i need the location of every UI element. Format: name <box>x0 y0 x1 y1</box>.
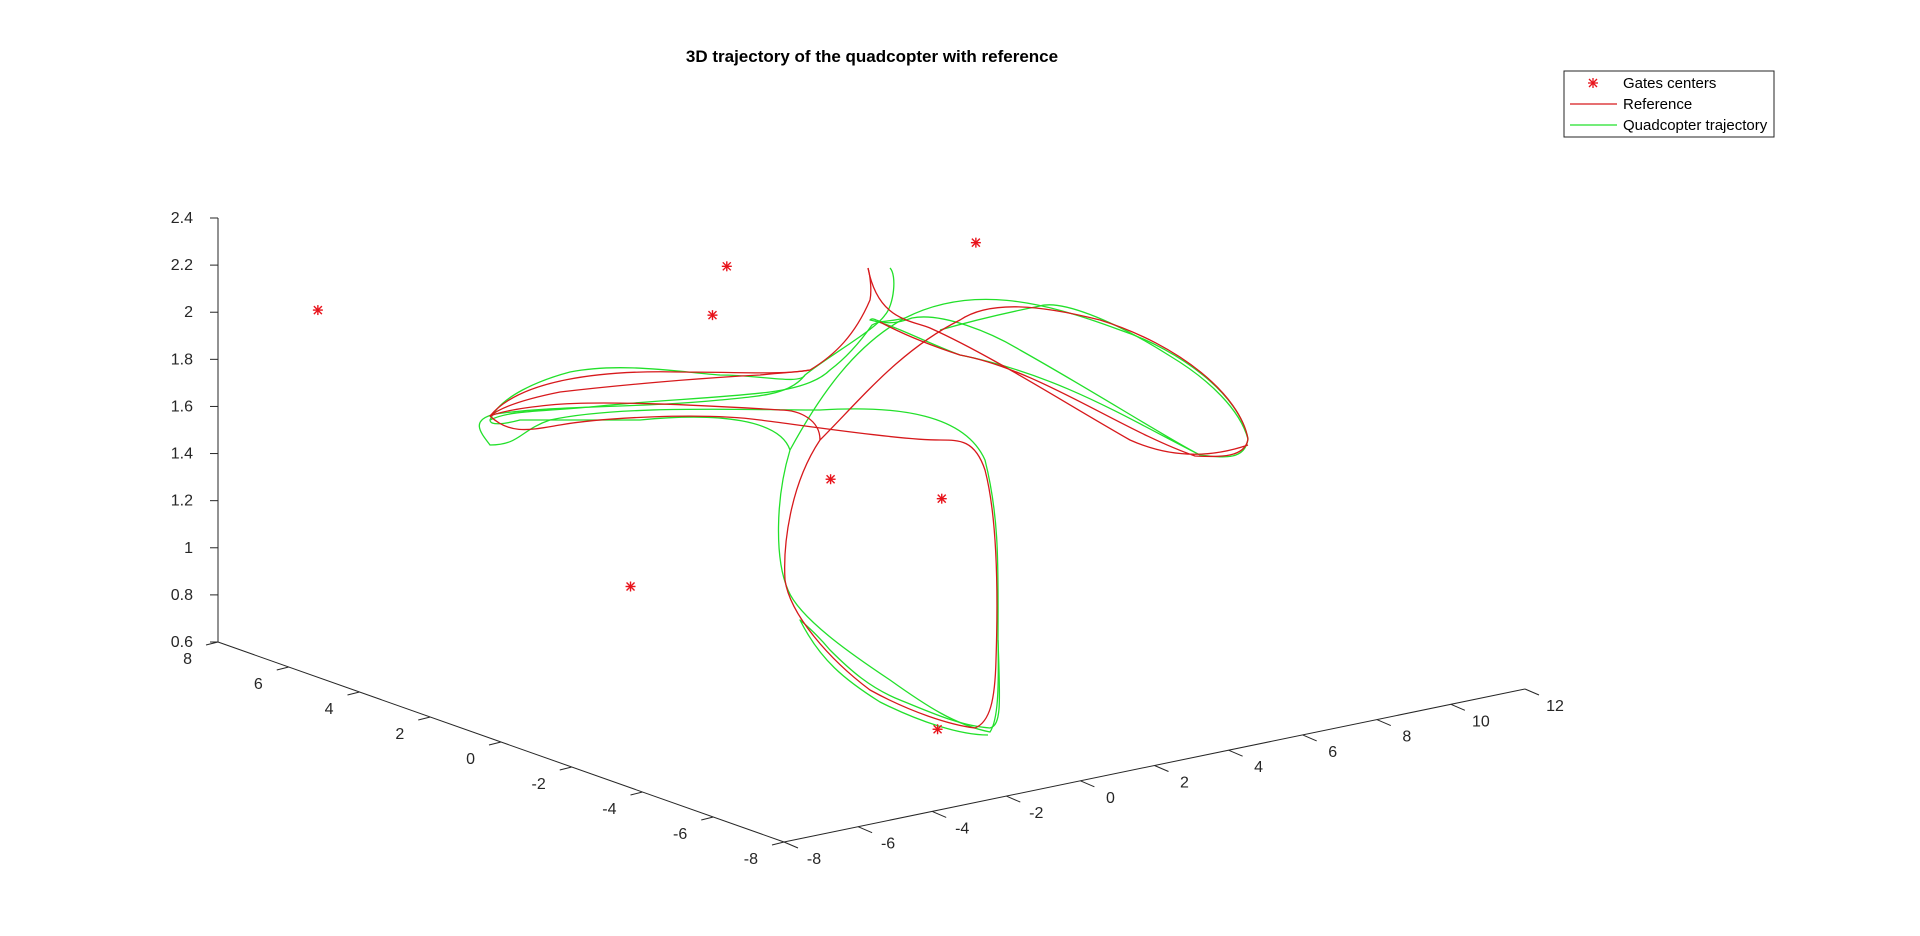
x-tick-label: 2 <box>1180 775 1189 792</box>
z-tick-label: 2.4 <box>171 210 193 227</box>
y-tick-mark <box>276 666 289 671</box>
x-tick-label: 12 <box>1546 698 1564 715</box>
z-tick-label: 1.6 <box>171 398 193 415</box>
z-ticks: 0.6 0.8 1 1.2 1.4 1.6 1.8 2 2.2 2.4 <box>171 210 218 651</box>
y-tick-mark <box>418 716 431 721</box>
y-tick-label: -8 <box>744 851 758 868</box>
y-tick-label: -4 <box>602 801 616 818</box>
x-tick-mark <box>1524 688 1540 696</box>
x-tick-label: 10 <box>1472 713 1490 730</box>
gate-center-marker <box>312 305 323 316</box>
y-tick-mark <box>701 816 714 821</box>
gate-center-marker <box>970 237 981 248</box>
legend: Gates centers Reference Quadcopter traje… <box>1563 70 1775 138</box>
series-reference <box>489 267 1249 729</box>
legend-marker-gates <box>1588 78 1598 88</box>
y-tick-label: 4 <box>325 701 334 718</box>
x-tick-mark <box>1154 765 1169 772</box>
gate-center-marker <box>721 261 732 272</box>
z-tick-label: 1.2 <box>171 493 193 510</box>
gate-center-marker <box>825 474 836 485</box>
x-tick-label: -8 <box>807 851 821 868</box>
y-ticks: -8 -6 -4 -2 0 2 4 6 8 <box>183 641 785 868</box>
series-quadcopter-trajectory <box>478 267 1249 733</box>
x-tick-label: -2 <box>1029 805 1043 822</box>
y-tick-mark <box>771 841 785 846</box>
x-tick-label: 8 <box>1402 729 1411 746</box>
z-tick-label: 0.6 <box>171 634 193 651</box>
x-tick-mark <box>1302 734 1317 742</box>
y-tick-label: -2 <box>532 776 546 793</box>
gate-center-marker <box>932 724 943 735</box>
x-tick-mark <box>932 810 947 818</box>
series-reference <box>867 267 1249 458</box>
x-tick-label: 0 <box>1106 790 1115 807</box>
z-tick-label: 2 <box>184 304 193 321</box>
y-tick-label: 8 <box>183 651 192 668</box>
legend-label-gates: Gates centers <box>1623 75 1716 92</box>
y-tick-mark <box>347 691 360 696</box>
z-tick-label: 1.4 <box>171 446 193 463</box>
x-tick-mark <box>1376 719 1391 727</box>
series-quadcopter-trajectory <box>489 317 906 421</box>
z-tick-label: 2.2 <box>171 257 193 274</box>
gate-center-marker <box>707 310 718 321</box>
y-tick-label: 6 <box>254 676 263 693</box>
x-tick-mark <box>857 826 873 834</box>
legend-label-reference: Reference <box>1623 96 1692 113</box>
gate-center-marker <box>936 493 947 504</box>
z-tick-label: 0.8 <box>171 587 193 604</box>
x-tick-mark <box>783 841 799 849</box>
legend-label-trajectory: Quadcopter trajectory <box>1623 117 1768 134</box>
x-tick-label: 6 <box>1328 744 1337 761</box>
series-quadcopter-trajectory <box>799 304 1249 736</box>
gate-center-marker <box>625 581 636 592</box>
z-tick-label: 1 <box>184 540 193 557</box>
y-tick-mark <box>488 741 502 746</box>
chart-title: 3D trajectory of the quadcopter with ref… <box>686 47 1058 66</box>
series-reference <box>489 369 821 441</box>
gates-markers <box>312 237 981 735</box>
x-tick-mark <box>1006 795 1021 803</box>
y-tick-label: 2 <box>395 726 404 743</box>
y-tick-label: 0 <box>466 751 475 768</box>
x-tick-mark <box>1228 749 1243 757</box>
y-tick-mark <box>559 766 572 771</box>
y-tick-mark <box>205 641 219 646</box>
x-tick-mark <box>1080 780 1095 788</box>
x-ticks: -8 -6 -4 -2 0 2 4 6 8 10 12 <box>783 688 1564 868</box>
x-tick-mark <box>1450 703 1466 711</box>
plot-lines <box>478 267 1249 736</box>
z-tick-label: 1.8 <box>171 351 193 368</box>
y-tick-mark <box>630 791 643 796</box>
y-tick-label: -6 <box>673 826 687 843</box>
x-tick-label: -4 <box>955 820 969 837</box>
x-tick-label: 4 <box>1254 759 1263 776</box>
x-tick-label: -6 <box>881 836 895 853</box>
